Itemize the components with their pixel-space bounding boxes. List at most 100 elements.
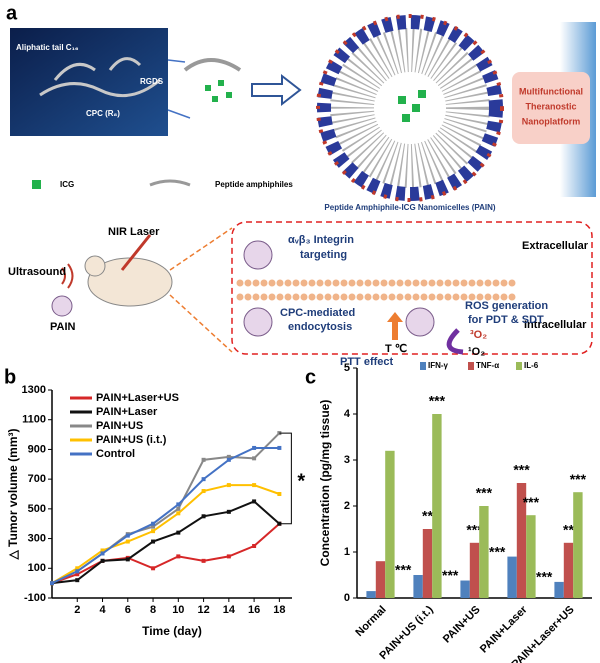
point: [151, 529, 156, 534]
bar: [479, 506, 489, 598]
x-tick-label: 4: [99, 604, 106, 616]
y-tick-label: -100: [24, 592, 46, 604]
point: [226, 457, 231, 462]
point: [176, 554, 181, 559]
point: [176, 502, 181, 507]
nanoplatform-text: Multifunctional: [519, 86, 583, 96]
x-axis-label: Time (day): [142, 624, 202, 638]
zoom-lines: [167, 59, 191, 119]
legend-swatch: [420, 362, 426, 370]
point: [125, 533, 130, 538]
legend-label: PAIN+Laser+US: [96, 392, 179, 404]
point: [75, 569, 80, 574]
point: [277, 492, 282, 496]
extracellular: Extracellular: [522, 240, 589, 252]
point: [151, 521, 156, 526]
y-tick-label: 1300: [22, 384, 46, 396]
point: [100, 558, 105, 563]
legend-label: Control: [96, 448, 135, 460]
bar: [432, 414, 442, 598]
x-tick-label: 18: [273, 604, 285, 616]
y-tick-label: 3: [344, 454, 350, 466]
bar: [385, 450, 395, 598]
ptt-text: PTT effect: [340, 356, 394, 368]
legend-label: Peptide amphiphiles: [215, 180, 293, 189]
point: [176, 506, 181, 511]
significance-bracket: [279, 432, 292, 525]
legend-swatch: [149, 179, 191, 187]
point: [75, 566, 80, 571]
micelle: [316, 14, 504, 202]
bar: [573, 492, 583, 598]
molecule-label: CPC (R₈): [86, 109, 120, 118]
heat-arrow: [387, 312, 403, 340]
significance: ***: [570, 471, 587, 487]
bar: [507, 556, 517, 598]
significance: ***: [476, 485, 493, 501]
panel-label: c: [305, 366, 316, 388]
y-tick-label: 5: [344, 362, 350, 374]
legend-swatch: [516, 362, 522, 370]
legend-label: IFN-γ: [428, 361, 449, 370]
y-tick-label: 700: [28, 473, 46, 485]
legend-label: PAIN+US: [96, 420, 143, 432]
intracellular: Intracellular: [524, 319, 587, 331]
bar: [413, 575, 423, 598]
bar: [563, 542, 574, 598]
point: [201, 558, 206, 563]
legend-label: PAIN+Laser: [96, 406, 158, 418]
point: [226, 483, 231, 488]
point: [277, 445, 282, 450]
y-tick-label: 900: [28, 443, 46, 455]
nanoplatform-text: Nanoplatform: [522, 116, 581, 126]
point: [252, 544, 257, 548]
pain: PAIN: [50, 321, 76, 333]
significance: ***: [442, 567, 459, 583]
ultrasound: Ultrasound: [8, 266, 66, 278]
x-tick-label: 14: [223, 604, 236, 616]
integrin-text: targeting: [300, 249, 347, 261]
significance: ***: [513, 462, 530, 478]
significance: ***: [523, 494, 540, 510]
legend-label: TNF-α: [476, 361, 499, 370]
significance: ***: [536, 569, 553, 585]
fragment: [183, 58, 242, 72]
y-tick-label: 1100: [22, 414, 46, 426]
ros-text: for PDT & SDT: [468, 314, 544, 326]
endocytosis-text: endocytosis: [288, 321, 352, 333]
legend-label: ICG: [60, 180, 74, 189]
ros-arrow: [446, 328, 464, 355]
x-tick-label: Normal: [353, 604, 388, 639]
point: [176, 530, 181, 535]
y-tick-label: 4: [344, 408, 351, 420]
point: [151, 539, 156, 544]
point: [201, 457, 206, 462]
point: [201, 477, 206, 482]
molecule-image: [10, 28, 168, 136]
significance: ***: [489, 543, 506, 559]
y-tick-label: 300: [28, 532, 46, 544]
zoom-lines: [169, 227, 233, 353]
y-tick-label: 2: [344, 500, 350, 512]
cell-box: [231, 221, 593, 355]
bar: [422, 529, 433, 598]
point: [252, 445, 257, 450]
panel-label: b: [4, 366, 16, 388]
y-tick-label: 100: [28, 562, 46, 574]
significance: **: [422, 508, 433, 524]
pain-particle: [51, 295, 73, 317]
y-tick-label: 1: [344, 546, 350, 558]
significance: ***: [466, 522, 483, 538]
nanoplatform-box: [512, 72, 590, 144]
point: [151, 524, 156, 529]
micelle-caption: Peptide Amphiphile-ICG Nanomicelles (PAI…: [324, 203, 495, 212]
ultrasound-waves: [61, 263, 74, 289]
point: [75, 578, 80, 583]
arrow: [251, 73, 302, 107]
point: [252, 483, 257, 488]
molecule-label: RGDS: [140, 77, 164, 86]
bar: [375, 561, 386, 598]
legend-swatch: [468, 362, 474, 370]
